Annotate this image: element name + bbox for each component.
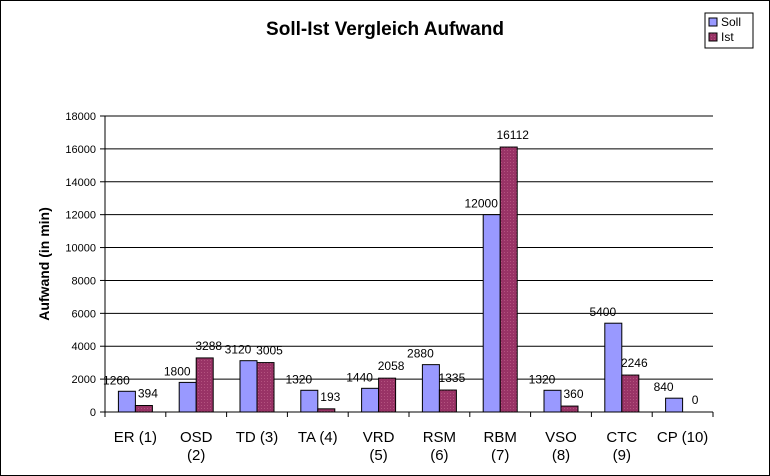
data-label-ist: 394 bbox=[138, 387, 158, 401]
data-label-soll: 12000 bbox=[465, 197, 499, 211]
category-label-line: RSM bbox=[423, 429, 456, 446]
data-label-ist: 16112 bbox=[496, 128, 529, 142]
data-label-ist: 0 bbox=[692, 393, 699, 407]
bar-ist bbox=[195, 357, 214, 413]
category-label-line: (7) bbox=[491, 447, 509, 464]
bar-ist bbox=[560, 405, 579, 413]
data-label-soll: 1320 bbox=[285, 372, 312, 386]
category-label: VSO (8) bbox=[545, 429, 577, 464]
bar-soll bbox=[361, 387, 380, 413]
bar-soll bbox=[665, 397, 684, 413]
data-label-soll: 1440 bbox=[346, 370, 373, 384]
data-labels: 1260 1800 3120 1320 1440 2880 12000 1320 5400 840… bbox=[103, 128, 699, 407]
y-axis-label: Aufwand (in min) bbox=[36, 207, 52, 321]
category-label: TA (4) bbox=[298, 429, 338, 446]
category-label-line: CTC bbox=[606, 429, 637, 446]
category-label: CP (10) bbox=[657, 429, 708, 446]
bars bbox=[117, 146, 684, 413]
data-label-ist: 3005 bbox=[256, 344, 283, 358]
bar-soll bbox=[543, 389, 562, 413]
chart-title: Soll-Ist Vergleich Aufwand bbox=[266, 19, 504, 40]
category-label-line: (5) bbox=[369, 447, 387, 464]
bar-ist bbox=[256, 362, 275, 413]
category-label-line: (8) bbox=[552, 447, 570, 464]
y-tick-label: 14000 bbox=[65, 177, 96, 189]
bar-soll bbox=[300, 389, 319, 413]
y-tick-label: 16000 bbox=[65, 144, 96, 156]
data-label-soll: 3120 bbox=[225, 343, 252, 357]
bar-ist bbox=[499, 146, 518, 413]
category-label: CTC (9) bbox=[606, 429, 637, 464]
category-labels: ER (1) OSD (2)TD (3) TA (4) VRD (5)RSM (6)RBM(… bbox=[114, 429, 709, 464]
category-label-line: VRD bbox=[363, 429, 395, 446]
data-label-ist: 360 bbox=[563, 387, 583, 401]
bar-ist bbox=[621, 374, 640, 413]
axes bbox=[104, 116, 714, 417]
category-label-line: (6) bbox=[430, 447, 448, 464]
data-label-ist: 2246 bbox=[621, 356, 648, 370]
category-label-line: TA (4) bbox=[298, 429, 338, 446]
data-label-soll: 1320 bbox=[529, 372, 556, 386]
category-label: VRD (5) bbox=[363, 429, 395, 464]
y-tick-labels: 0 2000 4000 6000 8000 10000 12000 14000 16000 180… bbox=[65, 111, 96, 419]
y-tick-label: 18000 bbox=[65, 111, 96, 123]
data-label-soll: 5400 bbox=[589, 305, 616, 319]
category-label-line: TD (3) bbox=[236, 429, 279, 446]
data-label-soll: 1260 bbox=[103, 373, 130, 387]
y-tick-label: 6000 bbox=[72, 308, 96, 320]
data-label-soll: 840 bbox=[654, 380, 674, 394]
category-label: OSD (2) bbox=[180, 429, 213, 464]
bar-soll bbox=[239, 360, 258, 413]
bar-soll bbox=[117, 390, 136, 413]
category-label-line: (2) bbox=[187, 447, 205, 464]
category-label: RSM (6) bbox=[423, 429, 456, 464]
category-label-line: OSD bbox=[180, 429, 213, 446]
category-label-line: CP (10) bbox=[657, 429, 708, 446]
data-label-ist: 2058 bbox=[378, 359, 405, 373]
y-tick-label: 8000 bbox=[72, 275, 96, 287]
y-tick-label: 0 bbox=[90, 407, 96, 419]
data-label-soll: 2880 bbox=[407, 347, 434, 361]
bar-soll bbox=[421, 364, 440, 413]
legend-swatch-soll bbox=[708, 17, 718, 27]
y-tick-label: 4000 bbox=[72, 341, 96, 353]
data-label-soll: 1800 bbox=[164, 364, 191, 378]
y-tick-label: 2000 bbox=[72, 374, 96, 386]
legend-swatch-ist bbox=[708, 32, 718, 42]
category-label-line: VSO bbox=[545, 429, 577, 446]
category-label-line: ER (1) bbox=[114, 429, 157, 446]
bar-ist bbox=[438, 389, 457, 413]
legend-label-ist: Ist bbox=[721, 30, 734, 44]
category-label-line: (9) bbox=[613, 447, 631, 464]
bar-soll bbox=[178, 381, 197, 413]
category-label: RBM (7) bbox=[484, 429, 517, 464]
y-tick-label: 10000 bbox=[65, 243, 96, 255]
data-label-ist: 1335 bbox=[439, 371, 466, 385]
legend-label-soll: Soll bbox=[721, 15, 741, 29]
bar-ist bbox=[134, 405, 153, 413]
y-tick-label: 12000 bbox=[65, 210, 96, 222]
category-label: TD (3) bbox=[236, 429, 279, 446]
category-label-line: RBM bbox=[484, 429, 517, 446]
category-label: ER (1) bbox=[114, 429, 157, 446]
bar-soll bbox=[482, 214, 501, 413]
data-label-ist: 3288 bbox=[195, 339, 222, 353]
data-label-ist: 193 bbox=[320, 390, 340, 404]
bar-soll bbox=[604, 322, 623, 413]
bar-ist bbox=[378, 377, 397, 413]
